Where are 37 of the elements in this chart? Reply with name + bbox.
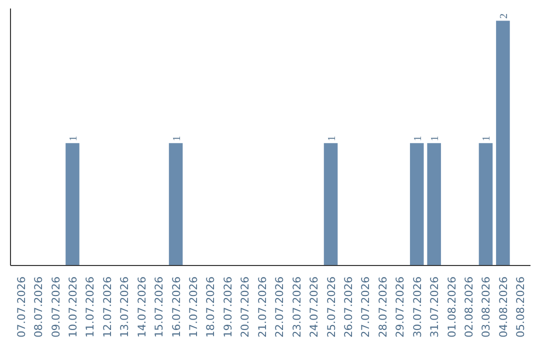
- x-tick-label: 08.07.2026: [32, 276, 46, 338]
- x-tick-label: 24.07.2026: [308, 276, 321, 338]
- x-tick-label: 15.07.2026: [152, 276, 166, 338]
- x-tick-label: 01.08.2026: [445, 276, 458, 338]
- x-tick-label: 18.07.2026: [204, 276, 218, 338]
- data-label: 1: [482, 136, 493, 142]
- x-tick-label: 09.07.2026: [49, 276, 62, 338]
- x-tick-label: 20.07.2026: [238, 276, 252, 338]
- data-label: 1: [68, 136, 80, 142]
- data-label: 1: [412, 136, 424, 142]
- x-tick-label: 10.07.2026: [66, 276, 80, 338]
- x-tick-label: 16.07.2026: [170, 276, 183, 338]
- x-tick-label: 30.07.2026: [410, 276, 424, 338]
- x-tick-label: 07.07.2026: [14, 276, 28, 338]
- x-tick-label: 12.07.2026: [100, 276, 114, 338]
- x-tick-label: 25.07.2026: [324, 276, 338, 338]
- x-tick-label: 13.07.2026: [118, 276, 132, 338]
- x-tick-label: 22.07.2026: [273, 276, 286, 338]
- data-label: 1: [172, 136, 183, 142]
- x-tick-label: 11.07.2026: [84, 276, 97, 338]
- x-tick-label: 26.07.2026: [342, 276, 355, 338]
- x-tick-label: 05.08.2026: [514, 276, 528, 338]
- data-label: 1: [430, 136, 442, 142]
- data-label: 2: [498, 13, 510, 19]
- data-label: 1: [326, 136, 338, 142]
- x-tick-label: 29.07.2026: [394, 276, 407, 338]
- x-tick-label: 28.07.2026: [376, 276, 390, 338]
- x-tick-label: 19.07.2026: [221, 276, 234, 338]
- x-tick-label: 14.07.2026: [135, 276, 148, 338]
- x-tick-label: 31.07.2026: [428, 276, 442, 338]
- x-tick-label: 27.07.2026: [359, 276, 372, 338]
- x-tick-label: 03.08.2026: [480, 276, 493, 338]
- x-tick-label: 17.07.2026: [187, 276, 200, 338]
- x-tick-label: 04.08.2026: [496, 276, 510, 338]
- x-tick-label: 02.08.2026: [462, 276, 476, 338]
- x-tick-label: 21.07.2026: [256, 276, 269, 338]
- x-tick-label: 23.07.2026: [290, 276, 304, 338]
